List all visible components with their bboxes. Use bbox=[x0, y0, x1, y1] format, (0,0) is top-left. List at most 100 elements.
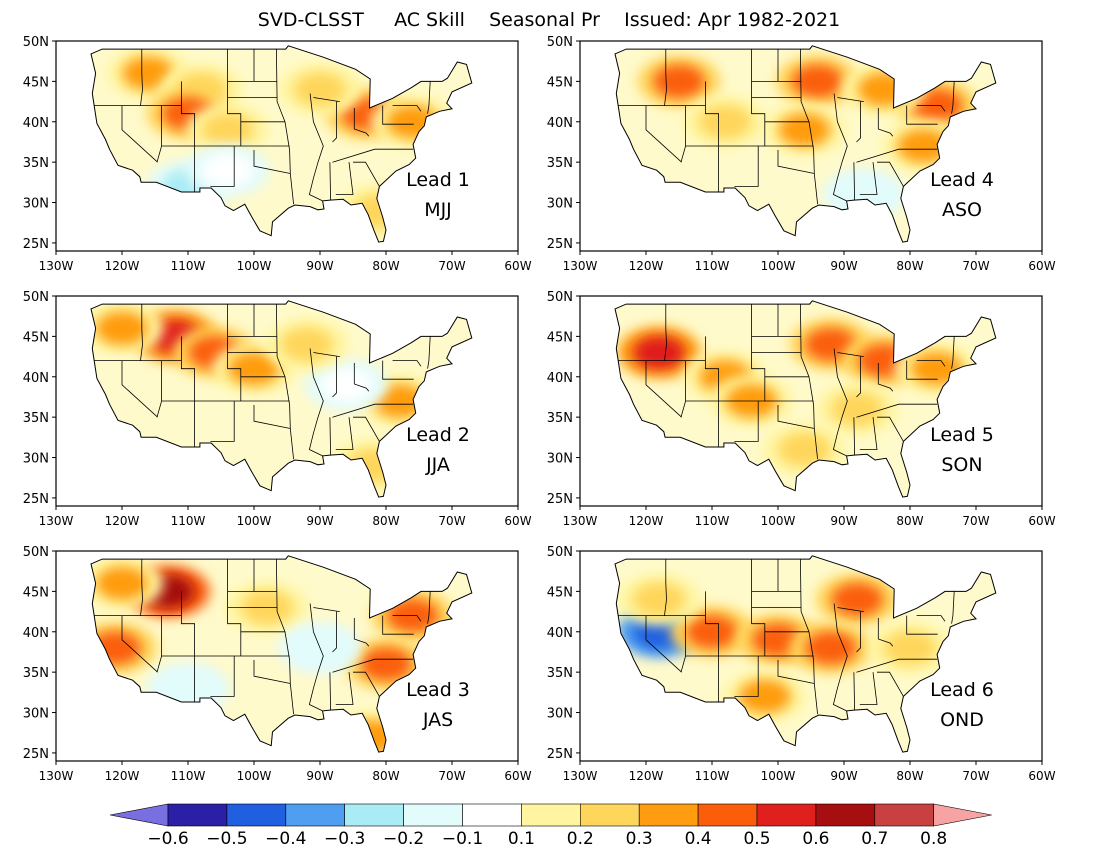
lon-tick-label: 100W bbox=[237, 514, 272, 528]
state-border bbox=[427, 591, 431, 624]
panel-frame bbox=[579, 295, 1043, 507]
lon-tick-label: 130W bbox=[39, 259, 74, 273]
lon-tick-label: 120W bbox=[105, 514, 140, 528]
lon-tick-label: 120W bbox=[629, 769, 664, 783]
skill-blob bbox=[804, 327, 857, 362]
colorbar-swatch bbox=[462, 803, 522, 827]
state-border bbox=[194, 304, 242, 402]
state-border bbox=[800, 304, 818, 460]
lon-tick-label: 110W bbox=[171, 259, 206, 273]
state-border bbox=[161, 81, 195, 147]
season-label: JAS bbox=[422, 709, 453, 731]
state-border bbox=[951, 591, 955, 624]
lat-tick-label: 35N bbox=[547, 411, 573, 426]
lon-tick-label: 110W bbox=[695, 769, 730, 783]
state-border bbox=[332, 611, 337, 653]
lat-tick-label: 50N bbox=[23, 545, 49, 560]
state-border bbox=[253, 150, 291, 174]
colorbar-swatch bbox=[285, 803, 345, 827]
skill-blob bbox=[294, 72, 346, 107]
state-border bbox=[382, 615, 414, 635]
state-border bbox=[664, 559, 667, 616]
state-border bbox=[335, 162, 354, 195]
lon-tick-label: 80W bbox=[372, 769, 399, 783]
skill-blob bbox=[778, 112, 831, 147]
lon-tick-label: 80W bbox=[372, 514, 399, 528]
state-border bbox=[353, 363, 370, 392]
colorbar-swatch bbox=[874, 803, 934, 827]
state-border bbox=[916, 360, 946, 367]
panel-grid: 130W 120W 110W 100W 90W 80W 70W 60W 25N 30N 35N 40N… bbox=[23, 35, 1056, 783]
state-border bbox=[856, 403, 938, 418]
state-border bbox=[329, 162, 331, 201]
state-border bbox=[645, 105, 682, 163]
lon-tick-label: 60W bbox=[1028, 514, 1055, 528]
skill-blob bbox=[804, 631, 857, 665]
state-border bbox=[951, 336, 955, 369]
skill-blob bbox=[633, 582, 686, 617]
state-border bbox=[856, 356, 861, 398]
state-border bbox=[800, 49, 818, 205]
state-border bbox=[335, 672, 354, 705]
skill-blob bbox=[122, 56, 175, 91]
state-border bbox=[332, 403, 414, 418]
state-border bbox=[916, 615, 946, 622]
skill-blob bbox=[162, 671, 214, 706]
colorbar-label: −0.4 bbox=[265, 829, 306, 849]
lat-tick-label: 35N bbox=[547, 156, 573, 171]
colorbar-swatch bbox=[638, 803, 699, 827]
skill-blob bbox=[353, 193, 406, 228]
panel-frame bbox=[55, 295, 519, 507]
lon-tick-label: 60W bbox=[504, 769, 531, 783]
state-border bbox=[906, 615, 938, 635]
lat-tick-label: 30N bbox=[23, 197, 49, 212]
season-label: SON bbox=[941, 454, 982, 476]
state-border bbox=[777, 405, 815, 429]
state-border bbox=[800, 559, 818, 715]
state-border bbox=[837, 97, 864, 102]
skill-blob bbox=[778, 432, 831, 467]
state-border bbox=[253, 660, 291, 684]
skill-blob bbox=[201, 153, 254, 188]
lat-tick-label: 25N bbox=[23, 237, 49, 252]
state-border bbox=[859, 417, 878, 450]
skill-shading bbox=[91, 555, 472, 753]
state-border bbox=[332, 356, 337, 398]
lat-tick-label: 25N bbox=[23, 747, 49, 762]
map-panel: 130W 120W 110W 100W 90W 80W 70W 60W 25N 30N 35N 40N… bbox=[23, 545, 532, 783]
lat-tick-label: 45N bbox=[23, 330, 49, 345]
lon-tick-label: 70W bbox=[438, 514, 465, 528]
lat-tick-label: 30N bbox=[23, 707, 49, 722]
lon-tick-label: 90W bbox=[306, 514, 333, 528]
state-border bbox=[718, 559, 766, 657]
colorbar-label: −0.1 bbox=[442, 829, 483, 849]
state-border bbox=[906, 105, 938, 125]
colorbar-label: 0.2 bbox=[567, 829, 594, 849]
lon-tick-label: 80W bbox=[896, 259, 923, 273]
lat-tick-label: 35N bbox=[23, 666, 49, 681]
coastline bbox=[90, 45, 473, 243]
lon-tick-label: 60W bbox=[504, 259, 531, 273]
state-border bbox=[392, 360, 422, 367]
lat-tick-label: 40N bbox=[547, 116, 573, 131]
state-border bbox=[332, 101, 337, 143]
lat-tick-label: 40N bbox=[23, 371, 49, 386]
lon-tick-label: 130W bbox=[563, 769, 598, 783]
state-border bbox=[194, 559, 242, 657]
lat-tick-label: 45N bbox=[547, 330, 573, 345]
lon-tick-label: 110W bbox=[695, 259, 730, 273]
state-border bbox=[685, 81, 719, 147]
season-label: ASO bbox=[942, 199, 982, 221]
state-border bbox=[121, 105, 158, 163]
lat-tick-label: 40N bbox=[547, 371, 573, 386]
state-border bbox=[161, 591, 195, 657]
state-border bbox=[121, 615, 158, 673]
lat-tick-label: 40N bbox=[547, 626, 573, 641]
lat-tick-label: 25N bbox=[547, 237, 573, 252]
lon-tick-label: 120W bbox=[105, 769, 140, 783]
coastline bbox=[614, 555, 997, 753]
state-border bbox=[685, 336, 719, 402]
state-border bbox=[313, 607, 340, 612]
state-border bbox=[210, 401, 235, 442]
